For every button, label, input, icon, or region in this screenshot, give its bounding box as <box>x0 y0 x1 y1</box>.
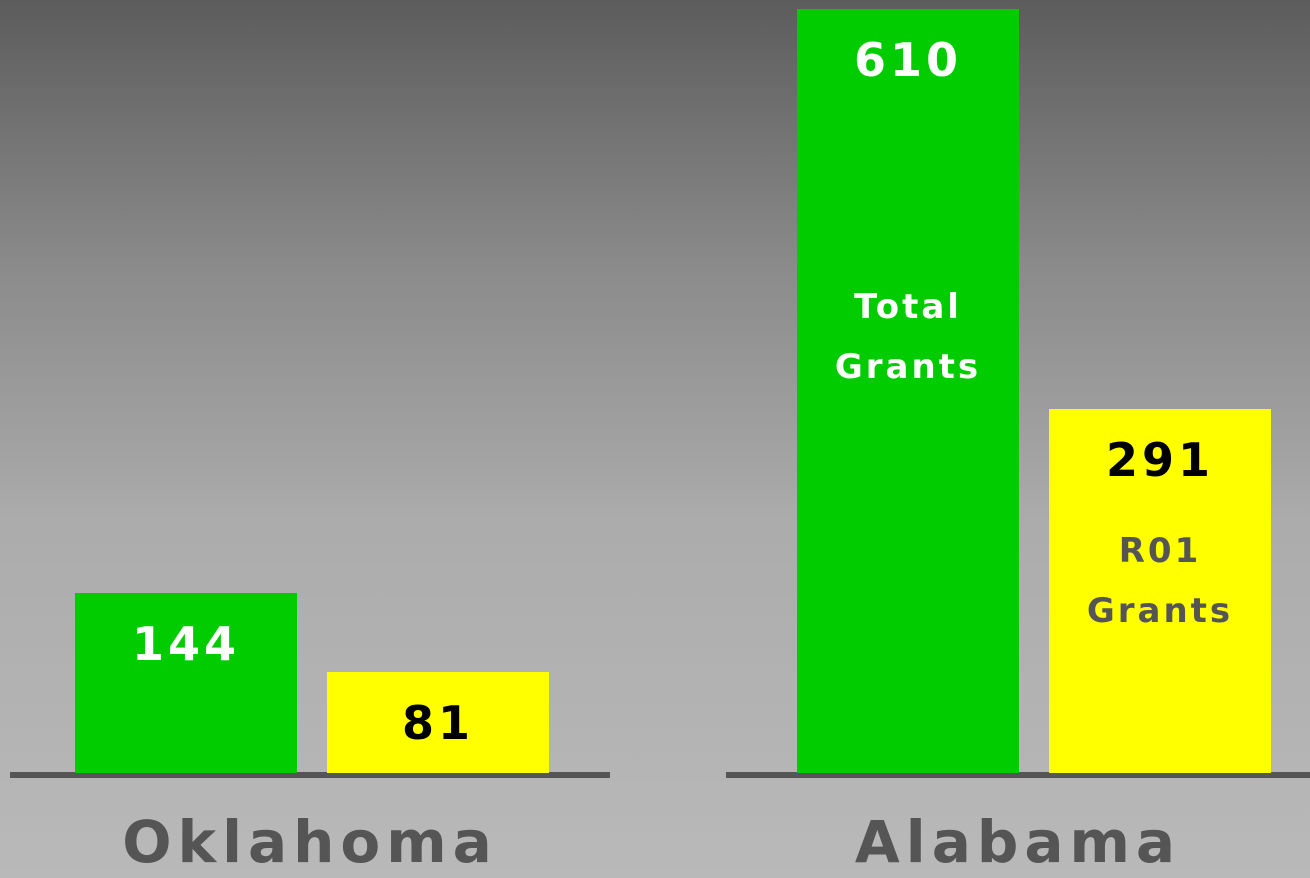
bar <box>327 671 549 773</box>
value-label: 81 <box>401 695 474 750</box>
baseline <box>726 772 1310 778</box>
category-label: Oklahoma <box>122 808 498 876</box>
bar <box>75 592 297 773</box>
bar <box>1049 408 1271 773</box>
value-label: 610 <box>853 33 963 87</box>
value-label: 144 <box>131 616 241 671</box>
baseline <box>10 772 610 778</box>
value-label: 291 <box>1105 432 1215 487</box>
series-label: R01 Grants <box>1086 530 1234 631</box>
category-label: Alabama <box>854 808 1182 876</box>
series-label: Total Grants <box>834 286 982 387</box>
bar <box>797 9 1019 773</box>
